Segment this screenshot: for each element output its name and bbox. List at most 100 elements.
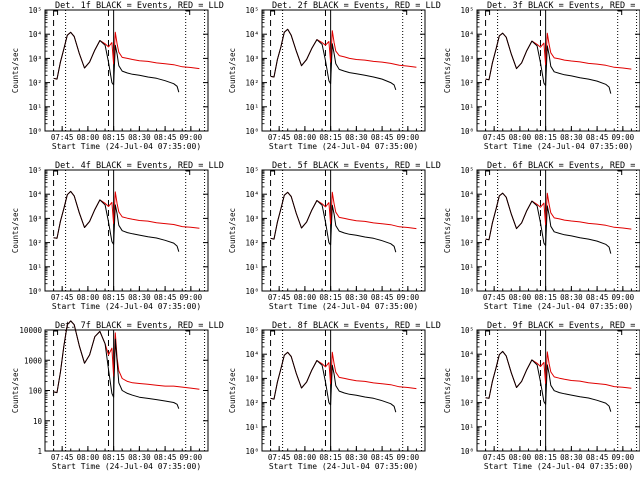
series-line-events bbox=[53, 320, 180, 409]
interval-bracket-icon bbox=[402, 10, 408, 15]
x-tick-label: 08:45 bbox=[371, 133, 394, 142]
y-tick-label: 10² bbox=[460, 239, 474, 248]
y-tick-label: 10⁰ bbox=[460, 127, 474, 136]
panel-title: Det. 4f BLACK = Events, RED = LLD bbox=[55, 161, 224, 171]
x-tick-label: 08:45 bbox=[586, 133, 609, 142]
x-tick-label: 07:45 bbox=[51, 293, 74, 302]
x-tick-label: 08:00 bbox=[77, 453, 100, 462]
panel-title: Det. 8f BLACK = Events, RED = LLD bbox=[272, 321, 441, 331]
y-tick-label: 10¹ bbox=[460, 103, 474, 112]
x-tick-label: 07:45 bbox=[51, 133, 74, 142]
x-tick-label: 08:45 bbox=[154, 453, 177, 462]
y-tick-label: 10⁴ bbox=[245, 30, 259, 39]
x-tick-label: 09:00 bbox=[397, 293, 420, 302]
y-tick-label: 10² bbox=[245, 239, 259, 248]
y-tick-label: 10⁴ bbox=[460, 190, 474, 199]
x-tick-label: 07:45 bbox=[268, 293, 291, 302]
x-tick-label: 09:00 bbox=[180, 133, 203, 142]
x-tick-label: 08:30 bbox=[345, 453, 368, 462]
y-axis-label: Counts/sec bbox=[228, 368, 237, 413]
x-tick-label: 07:45 bbox=[483, 133, 506, 142]
x-tick-label: 07:45 bbox=[268, 133, 291, 142]
y-tick-label: 1000 bbox=[24, 356, 43, 365]
y-tick-label: 10 bbox=[33, 417, 43, 426]
y-tick-label: 10² bbox=[28, 79, 42, 88]
x-tick-label: 08:00 bbox=[294, 133, 317, 142]
x-tick-label: 08:15 bbox=[534, 293, 557, 302]
x-tick-label: 08:00 bbox=[509, 453, 532, 462]
plot-frame bbox=[261, 169, 426, 292]
y-tick-label: 10⁵ bbox=[245, 326, 259, 335]
x-tick-label: 08:30 bbox=[345, 133, 368, 142]
x-tick-label: 08:45 bbox=[586, 453, 609, 462]
y-tick-label: 1 bbox=[37, 447, 42, 456]
x-tick-label: 08:00 bbox=[294, 453, 317, 462]
panel-title: Det. 2f BLACK = Events, RED = LLD bbox=[272, 1, 441, 11]
y-tick-label: 10⁴ bbox=[460, 350, 474, 359]
y-tick-label: 10³ bbox=[245, 214, 259, 223]
x-axis-label: Start Time (24-Jul-04 07:35:00) bbox=[269, 302, 418, 311]
plot-frame bbox=[261, 9, 426, 132]
panel-title: Det. 1f BLACK = Events, RED = LLD bbox=[55, 1, 224, 11]
interval-bracket-icon bbox=[402, 170, 408, 175]
x-tick-label: 08:45 bbox=[154, 293, 177, 302]
y-tick-label: 10⁰ bbox=[28, 127, 42, 136]
chart-panel-1: Det. 1f BLACK = Events, RED = LLD 07:45 08… bbox=[11, 1, 224, 151]
y-tick-label: 10⁵ bbox=[460, 166, 474, 175]
y-tick-label: 10² bbox=[460, 399, 474, 408]
x-tick-label: 08:15 bbox=[102, 293, 125, 302]
y-tick-label: 10⁵ bbox=[245, 166, 259, 175]
series-line-events bbox=[270, 28, 397, 91]
y-tick-label: 10³ bbox=[245, 374, 259, 383]
interval-bracket-icon bbox=[617, 10, 623, 15]
y-tick-label: 10⁴ bbox=[245, 350, 259, 359]
panel-title: Det. 7f BLACK = Events, RED = LLD bbox=[55, 321, 224, 331]
panel-title: Det. 3f BLACK = Events, RED = LLD bbox=[487, 1, 640, 11]
y-tick-label: 10² bbox=[460, 79, 474, 88]
x-axis-label: Start Time (24-Jul-04 07:35:00) bbox=[484, 142, 633, 151]
interval-bracket-icon bbox=[485, 330, 491, 335]
y-axis-label: Counts/sec bbox=[443, 208, 452, 253]
interval-bracket-icon bbox=[270, 330, 276, 335]
series-line-events bbox=[53, 31, 180, 93]
interval-bracket-icon bbox=[402, 330, 408, 335]
y-tick-label: 10³ bbox=[460, 214, 474, 223]
y-axis-label: Counts/sec bbox=[443, 368, 452, 413]
series-line-events bbox=[270, 351, 397, 413]
x-tick-label: 09:00 bbox=[397, 133, 420, 142]
x-axis-label: Start Time (24-Jul-04 07:35:00) bbox=[269, 142, 418, 151]
interval-bracket-icon bbox=[185, 330, 191, 335]
y-tick-label: 10¹ bbox=[460, 263, 474, 272]
series-line-events bbox=[485, 192, 612, 254]
x-tick-label: 08:15 bbox=[102, 133, 125, 142]
x-tick-label: 09:00 bbox=[180, 453, 203, 462]
plot-frame bbox=[476, 329, 640, 452]
x-axis-label: Start Time (24-Jul-04 07:35:00) bbox=[52, 142, 201, 151]
y-tick-label: 10⁰ bbox=[245, 127, 259, 136]
y-tick-label: 10⁰ bbox=[245, 287, 259, 296]
y-tick-label: 10³ bbox=[28, 214, 42, 223]
y-tick-label: 10000 bbox=[19, 326, 42, 335]
x-tick-label: 08:00 bbox=[77, 293, 100, 302]
plot-frame bbox=[44, 329, 209, 452]
plot-frame bbox=[44, 9, 209, 132]
y-axis-label: Counts/sec bbox=[11, 368, 20, 413]
y-tick-label: 10¹ bbox=[460, 423, 474, 432]
y-tick-label: 10³ bbox=[460, 54, 474, 63]
x-tick-label: 09:00 bbox=[180, 293, 203, 302]
series-line-events bbox=[485, 350, 612, 412]
interval-bracket-icon bbox=[53, 330, 59, 335]
y-tick-label: 10¹ bbox=[28, 263, 42, 272]
interval-bracket-icon bbox=[270, 170, 276, 175]
x-tick-label: 07:45 bbox=[483, 453, 506, 462]
y-axis-label: Counts/sec bbox=[228, 208, 237, 253]
x-tick-label: 08:15 bbox=[319, 453, 342, 462]
y-tick-label: 10⁴ bbox=[460, 30, 474, 39]
series-line-events bbox=[485, 32, 612, 94]
x-tick-label: 08:30 bbox=[560, 453, 583, 462]
y-tick-label: 10⁴ bbox=[28, 190, 42, 199]
